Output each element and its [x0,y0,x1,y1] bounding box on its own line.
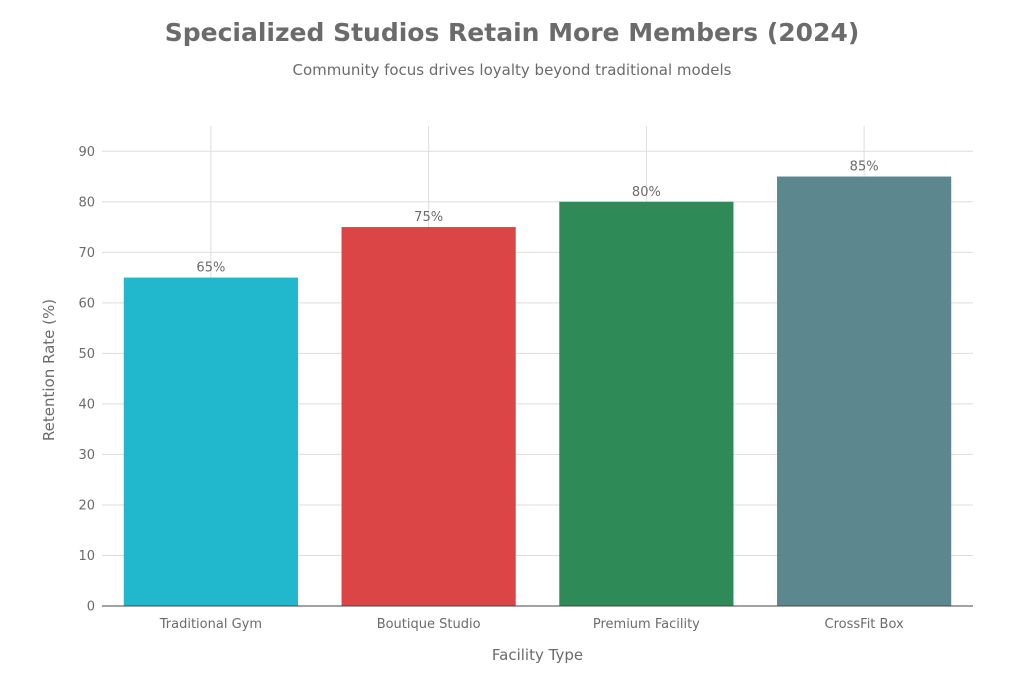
y-tick-label: 30 [78,448,95,463]
y-tick-label: 40 [78,397,95,412]
y-tick-label: 50 [78,347,95,362]
y-axis-title: Retention Rate (%) [40,299,58,441]
x-tick-label: CrossFit Box [825,617,904,632]
y-tick-label: 80 [78,195,95,210]
y-tick-label: 0 [87,600,95,615]
bar-layer: 65% 75% 80% 85% [123,160,952,607]
y-tick-label: 90 [78,145,95,160]
y-tick-label: 10 [78,549,95,564]
bar-value-label: 80% [632,185,661,200]
x-tick-label: Traditional Gym [159,617,262,632]
chart-title: Specialized Studios Retain More Members … [164,18,860,47]
x-tick-label: Boutique Studio [377,617,481,632]
chart-subtitle: Community focus drives loyalty beyond tr… [292,61,732,79]
bar [123,277,298,606]
bar-value-label: 75% [414,210,443,225]
bar-value-label: 85% [850,160,879,175]
x-tick-label: Premium Facility [593,617,700,632]
bar [341,227,516,607]
bar [559,201,734,606]
axis-layer: 0 10 20 30 40 50 60 70 80 90 Traditional Gym Boutiq… [78,145,973,632]
bar-value-label: 65% [196,261,225,276]
x-axis-title: Facility Type [492,646,583,664]
y-tick-label: 60 [78,296,95,311]
y-tick-label: 20 [78,498,95,513]
bar [777,176,952,607]
y-tick-label: 70 [78,246,95,261]
